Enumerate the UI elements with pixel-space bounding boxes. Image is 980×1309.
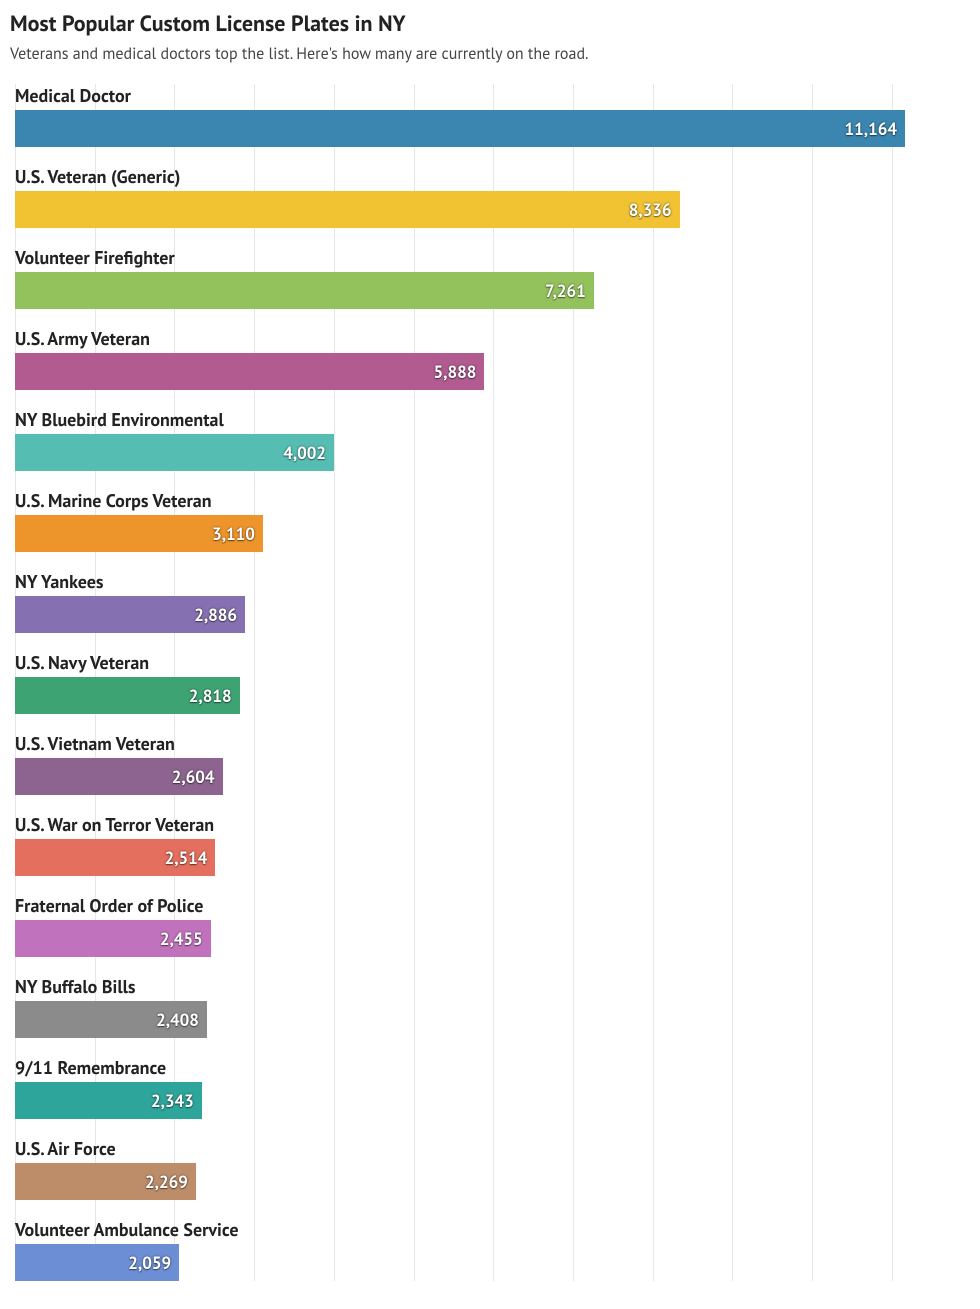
bar-value: 2,818	[189, 685, 232, 707]
bar-group: NY Buffalo Bills 2,408	[15, 975, 905, 1038]
bar: 2,514	[15, 839, 215, 876]
bar: 2,343	[15, 1082, 202, 1119]
bar-value: 2,343	[151, 1090, 194, 1112]
bar-label: Volunteer Ambulance Service	[15, 1218, 905, 1241]
bar: 7,261	[15, 272, 594, 309]
bar-wrapper: 2,604	[15, 758, 905, 795]
bar: 11,164	[15, 110, 905, 147]
bar-group: 9/11 Remembrance 2,343	[15, 1056, 905, 1119]
bar-wrapper: 5,888	[15, 353, 905, 390]
bar-value: 2,455	[160, 928, 203, 950]
bar-label: Volunteer Firefighter	[15, 246, 905, 269]
bar-value: 4,002	[283, 442, 326, 464]
bar-label: NY Buffalo Bills	[15, 975, 905, 998]
bar-label: U.S. Marine Corps Veteran	[15, 489, 905, 512]
bar: 5,888	[15, 353, 484, 390]
bar-wrapper: 2,343	[15, 1082, 905, 1119]
bar-group: Volunteer Ambulance Service 2,059	[15, 1218, 905, 1281]
bar-wrapper: 3,110	[15, 515, 905, 552]
bar-value: 7,261	[545, 280, 586, 302]
bar: 4,002	[15, 434, 334, 471]
bar-wrapper: 2,818	[15, 677, 905, 714]
bar-label: 9/11 Remembrance	[15, 1056, 905, 1079]
bar-group: Volunteer Firefighter 7,261	[15, 246, 905, 309]
bar-group: U.S. Air Force 2,269	[15, 1137, 905, 1200]
bar-label: NY Yankees	[15, 570, 905, 593]
bar-label: U.S. Air Force	[15, 1137, 905, 1160]
bar-group: Medical Doctor 11,164	[15, 84, 905, 147]
chart-title: Most Popular Custom License Plates in NY	[10, 10, 970, 38]
bar-label: Medical Doctor	[15, 84, 905, 107]
bar-wrapper: 2,059	[15, 1244, 905, 1281]
bar-wrapper: 2,886	[15, 596, 905, 633]
bar-wrapper: 8,336	[15, 191, 905, 228]
bar: 2,886	[15, 596, 245, 633]
bar-value: 8,336	[629, 199, 672, 221]
bar-group: NY Yankees 2,886	[15, 570, 905, 633]
bar-label: Fraternal Order of Police	[15, 894, 905, 917]
bar-value: 2,604	[172, 766, 215, 788]
bar-label: U.S. Veteran (Generic)	[15, 165, 905, 188]
bar: 2,455	[15, 920, 211, 957]
bar-value: 2,059	[128, 1252, 171, 1274]
bar-group: U.S. Veteran (Generic) 8,336	[15, 165, 905, 228]
bar-wrapper: 2,408	[15, 1001, 905, 1038]
bar-value: 5,888	[434, 361, 477, 383]
chart-subtitle: Veterans and medical doctors top the lis…	[10, 44, 970, 64]
bar: 2,604	[15, 758, 223, 795]
bar: 2,059	[15, 1244, 179, 1281]
bar-wrapper: 2,455	[15, 920, 905, 957]
bar-label: U.S. Army Veteran	[15, 327, 905, 350]
bar-wrapper: 11,164	[15, 110, 905, 147]
bar-value: 2,886	[194, 604, 237, 626]
bar-wrapper: 4,002	[15, 434, 905, 471]
bar-value: 2,514	[165, 847, 208, 869]
bar-wrapper: 2,514	[15, 839, 905, 876]
bar-value: 11,164	[845, 118, 897, 140]
bar-label: U.S. Vietnam Veteran	[15, 732, 905, 755]
bar-label: NY Bluebird Environmental	[15, 408, 905, 431]
bar-group: U.S. Navy Veteran 2,818	[15, 651, 905, 714]
chart-plot-area: Medical Doctor 11,164 U.S. Veteran (Generi…	[15, 84, 905, 1281]
bar: 2,408	[15, 1001, 207, 1038]
bar-label: U.S. Navy Veteran	[15, 651, 905, 674]
bar-group: U.S. Vietnam Veteran 2,604	[15, 732, 905, 795]
bar: 3,110	[15, 515, 263, 552]
bar-group: Fraternal Order of Police 2,455	[15, 894, 905, 957]
bar-group: U.S. Army Veteran 5,888	[15, 327, 905, 390]
bar-value: 3,110	[212, 523, 255, 545]
bar-group: U.S. Marine Corps Veteran 3,110	[15, 489, 905, 552]
chart-bars-container: Medical Doctor 11,164 U.S. Veteran (Generi…	[15, 84, 905, 1281]
bar: 2,269	[15, 1163, 196, 1200]
bar-label: U.S. War on Terror Veteran	[15, 813, 905, 836]
bar-value: 2,408	[156, 1009, 199, 1031]
bar-group: U.S. War on Terror Veteran 2,514	[15, 813, 905, 876]
bar: 8,336	[15, 191, 680, 228]
bar-group: NY Bluebird Environmental 4,002	[15, 408, 905, 471]
bar-wrapper: 7,261	[15, 272, 905, 309]
bar: 2,818	[15, 677, 240, 714]
bar-wrapper: 2,269	[15, 1163, 905, 1200]
bar-value: 2,269	[145, 1171, 188, 1193]
